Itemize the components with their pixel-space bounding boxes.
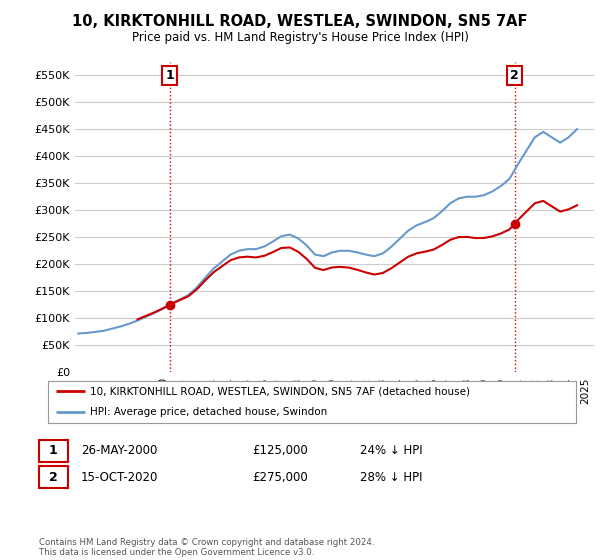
Text: 2: 2: [510, 69, 519, 82]
Text: Price paid vs. HM Land Registry's House Price Index (HPI): Price paid vs. HM Land Registry's House …: [131, 31, 469, 44]
Text: £275,000: £275,000: [252, 470, 308, 484]
Text: 15-OCT-2020: 15-OCT-2020: [81, 470, 158, 484]
Text: 10, KIRKTONHILL ROAD, WESTLEA, SWINDON, SN5 7AF: 10, KIRKTONHILL ROAD, WESTLEA, SWINDON, …: [72, 14, 528, 29]
Text: 10, KIRKTONHILL ROAD, WESTLEA, SWINDON, SN5 7AF (detached house): 10, KIRKTONHILL ROAD, WESTLEA, SWINDON, …: [90, 386, 470, 396]
Text: HPI: Average price, detached house, Swindon: HPI: Average price, detached house, Swin…: [90, 407, 328, 417]
Text: 26-MAY-2000: 26-MAY-2000: [81, 444, 157, 458]
Text: 1: 1: [49, 444, 58, 458]
Text: £125,000: £125,000: [252, 444, 308, 458]
Text: Contains HM Land Registry data © Crown copyright and database right 2024.
This d: Contains HM Land Registry data © Crown c…: [39, 538, 374, 557]
Text: 24% ↓ HPI: 24% ↓ HPI: [360, 444, 422, 458]
Text: 2: 2: [49, 470, 58, 484]
Text: 28% ↓ HPI: 28% ↓ HPI: [360, 470, 422, 484]
Text: 1: 1: [165, 69, 174, 82]
